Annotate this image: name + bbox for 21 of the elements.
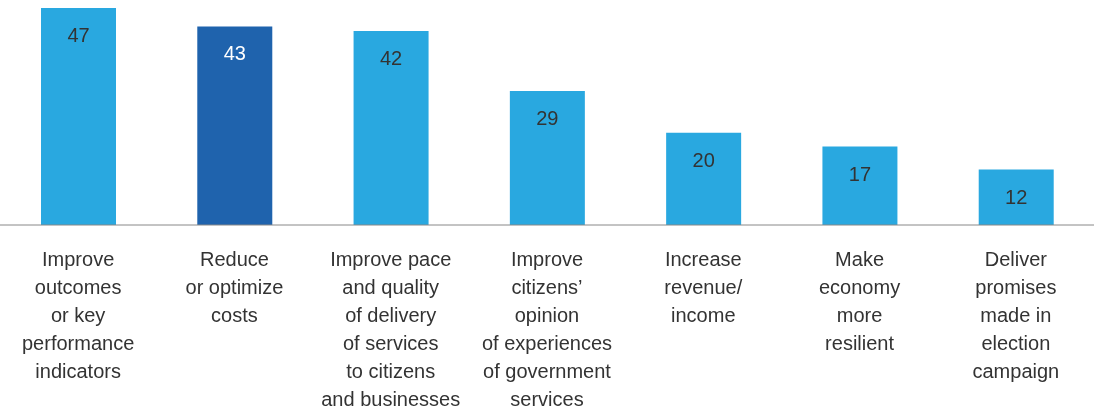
bar (978, 169, 1054, 225)
x-tick-label: Reduce or optimize costs (185, 248, 284, 326)
data-label: 43 (223, 42, 246, 65)
x-tick-label: Make economy more resilient (818, 248, 901, 354)
data-label: 42 (379, 47, 403, 70)
data-label: 29 (536, 107, 559, 130)
x-tick-label: Improve pace and quality of delivery of services to citizens and businesses (321, 248, 461, 410)
bar (197, 26, 273, 225)
bar (666, 132, 742, 225)
bar (353, 31, 429, 225)
x-tick-label: Improve outcomes or key performance indicators (22, 248, 135, 382)
bar (41, 8, 116, 225)
x-tick-label: Deliver promises made in election campaign (972, 248, 1060, 382)
x-tick-label: Increase revenue/ income (664, 248, 743, 326)
data-label: 17 (848, 162, 872, 185)
x-tick-label: Improve citizens’ opinion of experiences of government services (481, 248, 613, 410)
data-label: 12 (1005, 185, 1028, 208)
data-label: 20 (692, 148, 715, 171)
data-label: 47 (67, 24, 90, 46)
bar (509, 91, 585, 225)
bar (822, 146, 898, 225)
